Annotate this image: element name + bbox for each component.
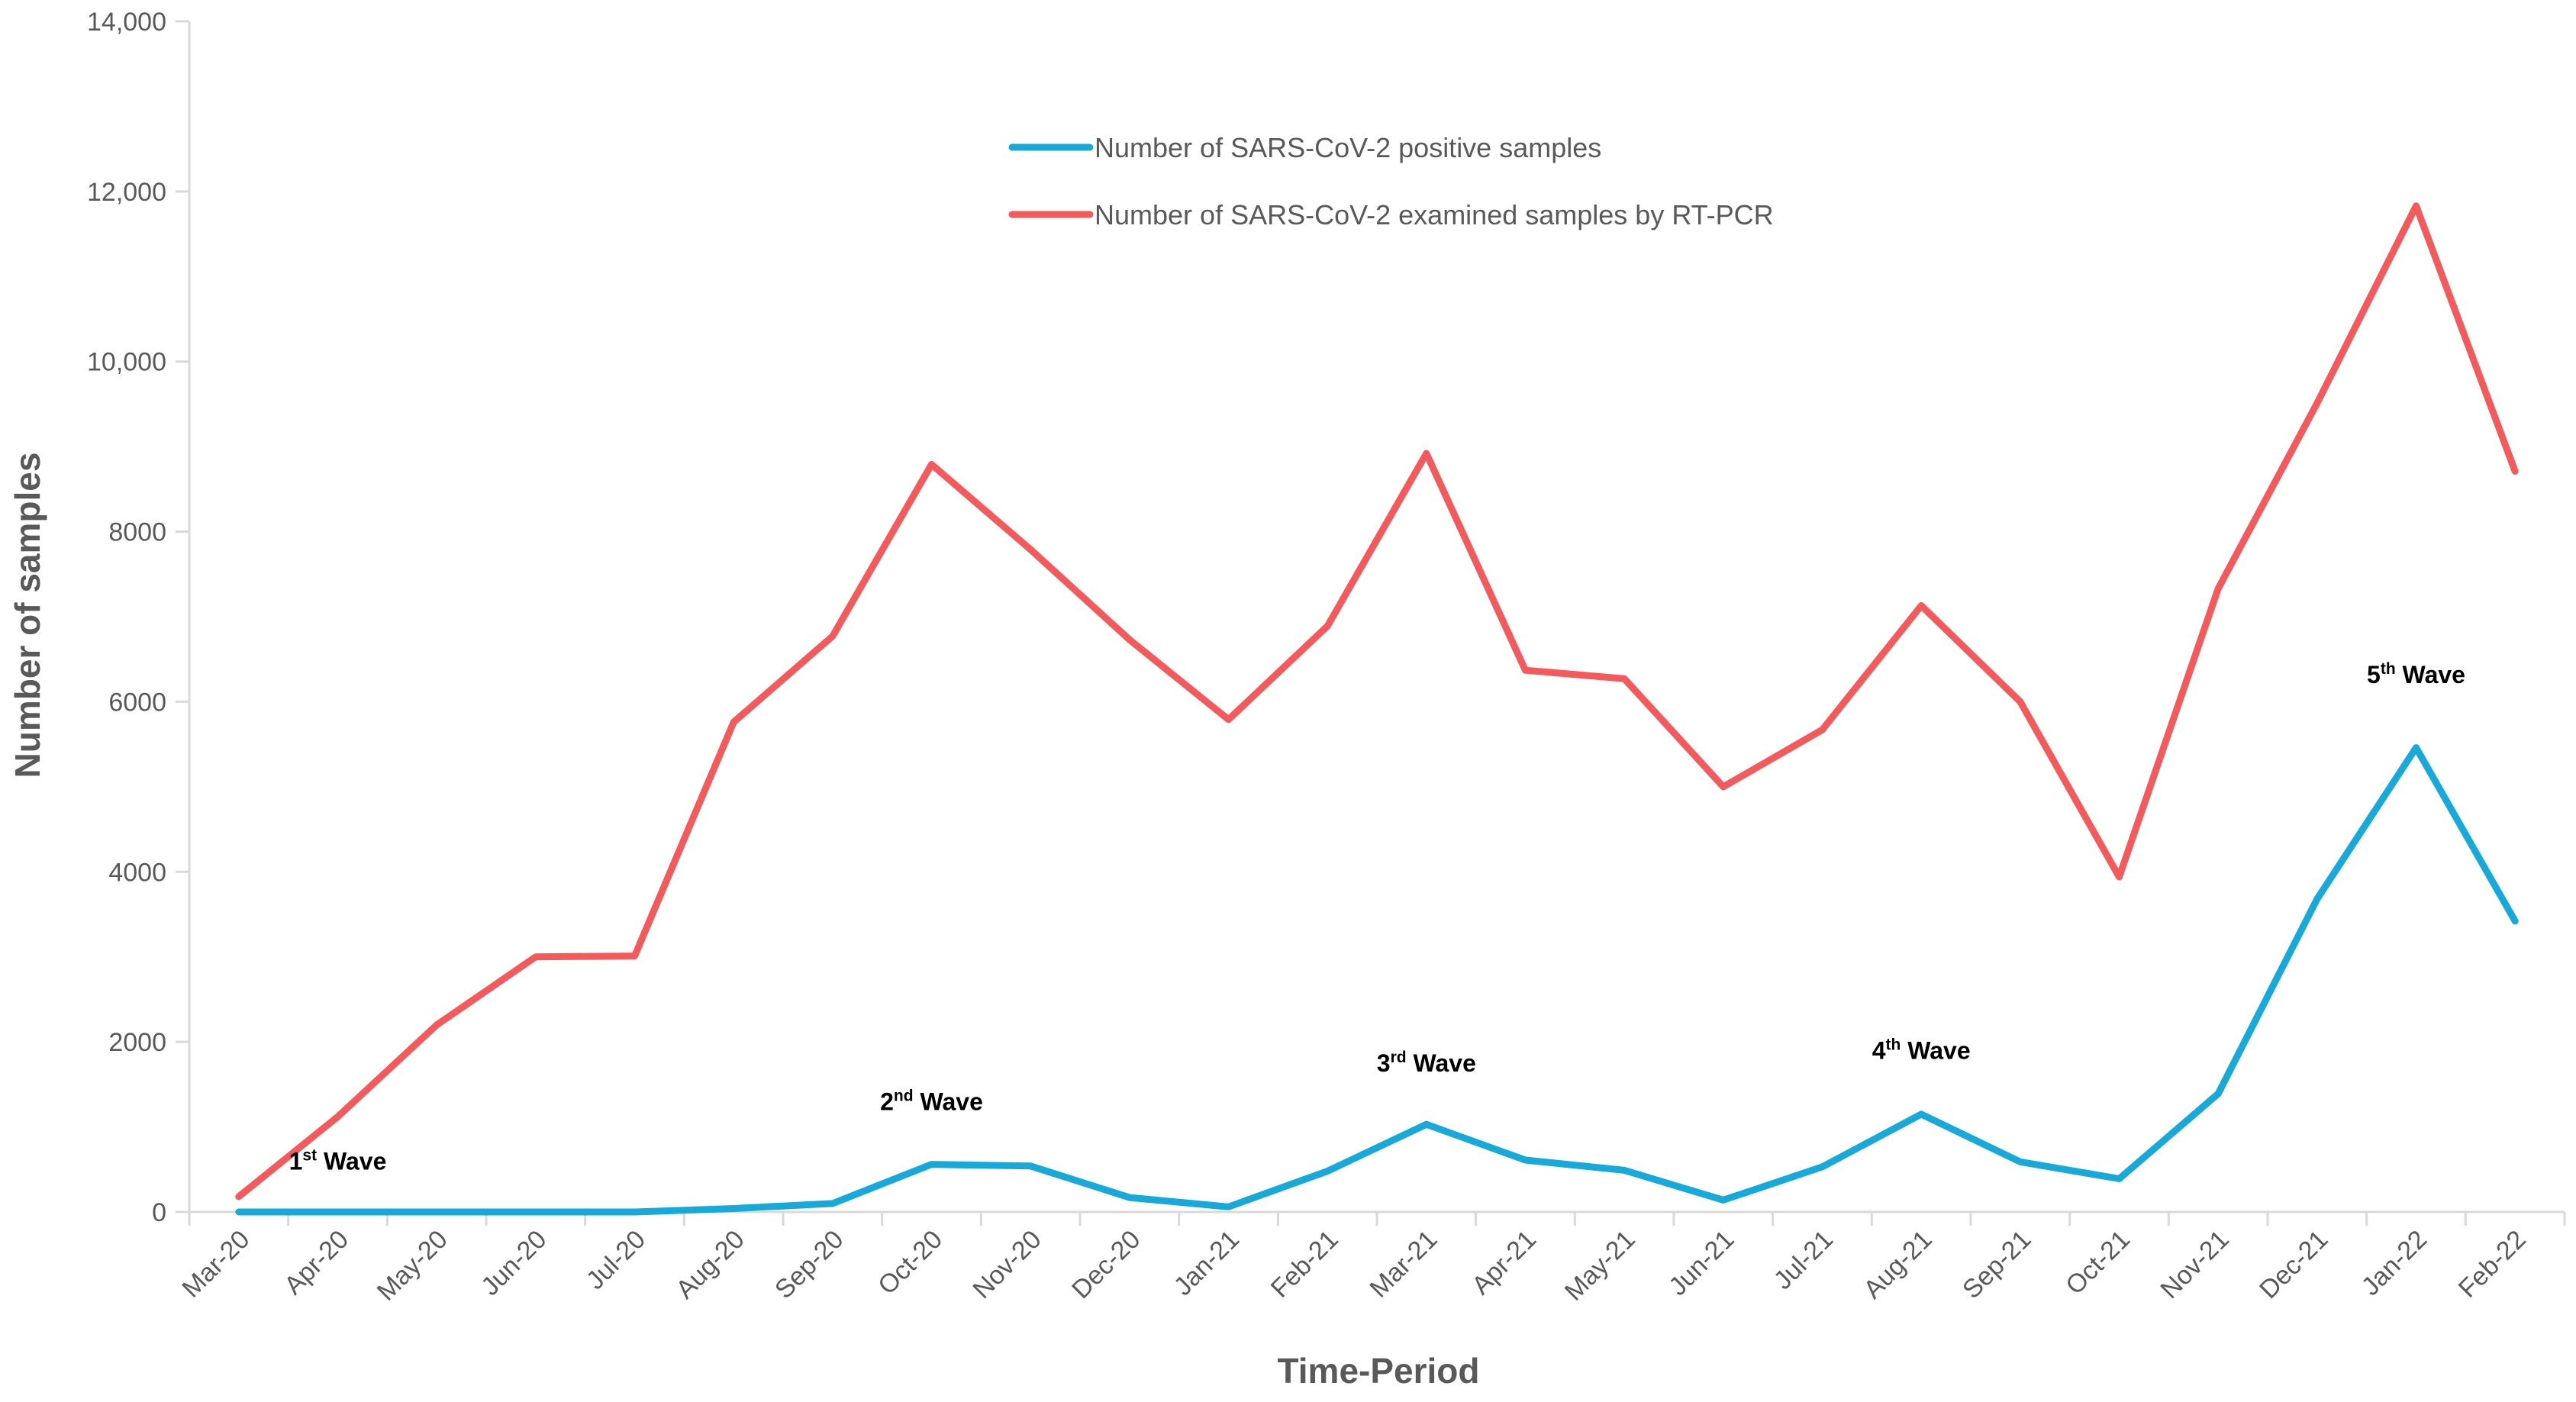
x-tick-label: Feb-22 [2453,1225,2532,1304]
x-tick-label: Dec-21 [2254,1225,2333,1304]
x-tick-label: Oct-21 [2060,1225,2136,1300]
data-point [2017,1159,2023,1165]
x-tick-label: Jan-21 [1169,1225,1245,1301]
data-point [1522,1157,1529,1164]
x-tick-label: Oct-20 [872,1225,948,1300]
data-point [1918,1110,1925,1117]
data-point [2313,895,2320,902]
y-tick-label: 10,000 [87,348,166,377]
y-axis: 0 2000 4000 6000 8000 10,000 12,000 14,000 [87,8,191,1227]
y-tick-label: 4000 [108,858,166,887]
x-tick-label: Mar-20 [176,1225,255,1304]
x-tick-label: Apr-21 [1466,1225,1542,1300]
x-tick-label: Aug-21 [1858,1225,1937,1304]
data-point [1126,1194,1133,1201]
x-tick-label: Jul-20 [581,1225,651,1295]
x-tick-label: Feb-21 [1265,1225,1344,1304]
wave-annotation: 1st Wave [289,1146,387,1175]
data-point [1423,450,1430,457]
data-point [1819,1163,1826,1170]
x-tick-label: Mar-21 [1364,1225,1443,1304]
data-point [2116,1175,2123,1182]
x-tick-label: Nov-20 [967,1225,1046,1304]
data-point [2313,400,2320,407]
data-point [1027,1162,1034,1169]
data-point [928,1161,935,1168]
data-point [1720,783,1726,790]
data-point [1027,546,1034,553]
x-tick-label: Jul-21 [1768,1225,1839,1295]
data-point [1621,1167,1628,1174]
y-tick-label: 8000 [108,518,166,547]
y-tick-label: 12,000 [87,178,166,207]
data-point [2017,698,2023,705]
legend-label: Number of SARS-CoV-2 examined samples by… [1095,199,1774,230]
x-axis: Mar-20 Apr-20 May-20 Jun-20 Jul-20 Aug-20 Sep-… [176,1210,2566,1307]
data-point [1324,1168,1331,1175]
legend-label: Number of SARS-CoV-2 positive samples [1095,132,1601,163]
data-point [730,1205,737,1212]
wave-annotation: 4th Wave [1872,1036,1971,1064]
data-point [1423,1121,1430,1128]
data-point [829,633,836,640]
data-point [1621,675,1628,682]
data-point [1225,716,1232,723]
x-tick-label: May-20 [372,1225,453,1307]
x-tick-label: Nov-21 [2155,1225,2234,1304]
x-tick-label: May-21 [1559,1225,1641,1307]
x-tick-label: Jun-21 [1663,1225,1739,1301]
data-point [334,1209,341,1215]
data-point [2215,1091,2222,1097]
data-point [235,1209,242,1215]
y-tick-label: 0 [152,1198,166,1227]
data-point [2413,744,2420,751]
data-point [1819,727,1826,733]
data-point [1522,667,1529,674]
data-point [1324,623,1331,630]
data-point [1918,602,1925,609]
data-point [2512,917,2519,924]
y-tick-label: 2000 [108,1028,166,1057]
x-tick-label: Dec-20 [1066,1225,1146,1304]
data-point [2116,873,2123,880]
data-point [2413,202,2420,209]
series-line [235,202,2519,1201]
wave-annotations: 1st Wave 2nd Wave 3rd Wave 4th Wave 5th Wave [289,660,2465,1175]
data-point [631,952,638,959]
y-tick-label: 6000 [108,688,166,717]
x-tick-label: Sep-21 [1957,1225,2036,1304]
data-point [1225,1204,1232,1210]
data-point [1720,1197,1726,1204]
y-tick-label: 14,000 [87,8,166,37]
x-tick-label: Jan-22 [2356,1225,2433,1301]
series-line [235,744,2519,1216]
data-point [434,1209,440,1215]
data-point [1126,637,1133,643]
data-point [434,1021,440,1028]
data-point [631,1209,638,1215]
data-point [334,1114,341,1120]
x-tick-label: Jun-20 [476,1225,552,1301]
data-point [928,461,935,468]
data-point [532,953,539,960]
series-lines [235,202,2519,1216]
wave-annotation: 5th Wave [2367,660,2465,688]
x-tick-label: Sep-20 [769,1225,849,1304]
wave-annotation: 2nd Wave [880,1087,983,1115]
wave-annotation: 3rd Wave [1377,1049,1476,1077]
data-point [730,719,737,726]
data-point [829,1200,836,1207]
x-tick-label: Aug-20 [670,1225,750,1304]
x-axis-title: Time-Period [1278,1351,1480,1391]
data-point [2215,585,2222,592]
data-point [532,1209,539,1215]
x-tick-label: Apr-20 [279,1225,354,1300]
y-axis-title: Number of samples [8,453,47,778]
legend: Number of SARS-CoV-2 positive samples Num… [1008,132,1774,230]
data-point [2512,468,2519,475]
data-point [235,1193,242,1200]
